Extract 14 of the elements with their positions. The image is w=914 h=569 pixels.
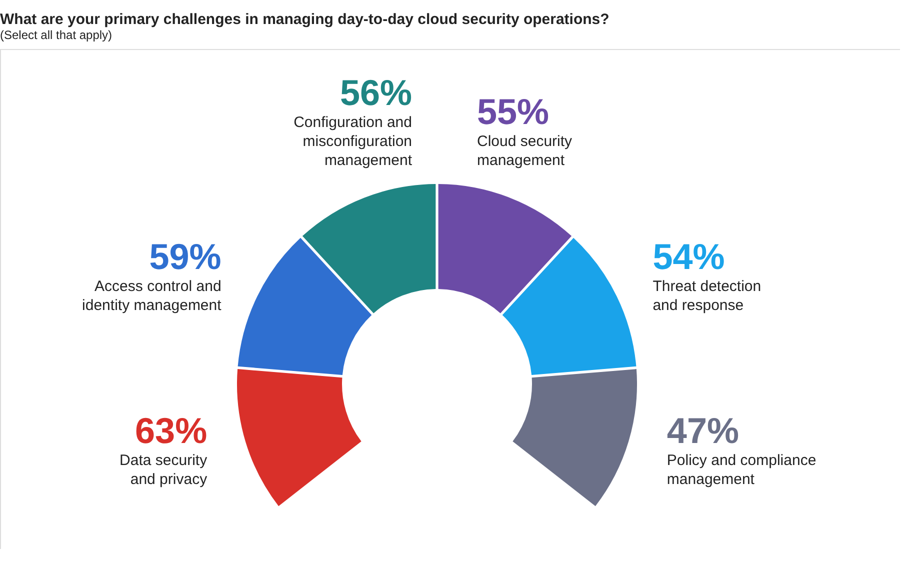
data-label: 56% (340, 72, 412, 113)
data-label: 63% (135, 410, 208, 451)
data-label: 55% (477, 91, 550, 132)
category-label: Configuration and misconfiguration management (294, 114, 413, 169)
category-label: Policy and compliance management (666, 452, 816, 488)
category-label: Threat detection and response (652, 278, 762, 314)
category-label: Data security and privacy (120, 452, 208, 488)
data-label: 59% (149, 236, 222, 277)
category-label: Access control and identity management (82, 278, 222, 314)
category-label: Cloud security management (477, 133, 573, 169)
data-label: 47% (666, 410, 739, 451)
text: (Select all that apply) (0, 28, 112, 42)
data-label: 54% (652, 236, 725, 277)
text: What are your primary challenges in managing day-to-day cloud security operations? (0, 11, 610, 28)
